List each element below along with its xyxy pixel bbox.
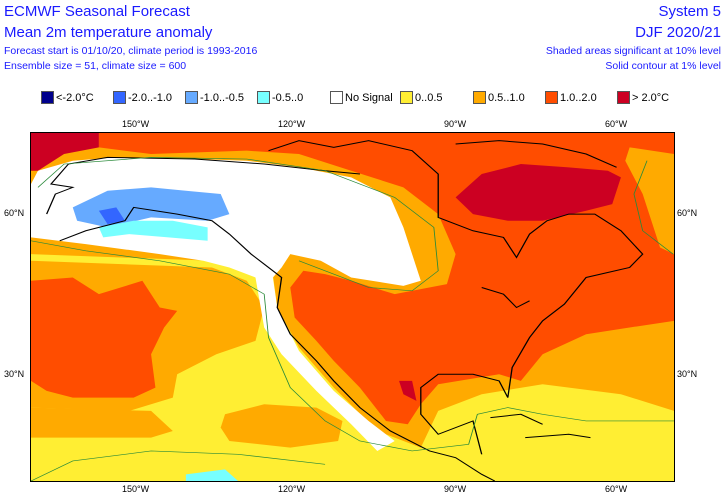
- chart-subtitle: Mean 2m temperature anomaly: [4, 24, 213, 41]
- legend-label: <-2.0°C: [56, 91, 94, 104]
- temperature-anomaly-map: [30, 132, 675, 482]
- forecast-info: Forecast start is 01/10/20, climate peri…: [4, 45, 258, 57]
- system-label: System 5: [658, 3, 721, 20]
- legend-swatch: [41, 91, 54, 104]
- significance-note: Shaded areas significant at 10% level: [545, 45, 721, 57]
- anomaly-above-2.0: [31, 133, 621, 401]
- legend-swatch: [545, 91, 558, 104]
- legend-swatch: [330, 91, 343, 104]
- legend-item: 0..0.5: [400, 91, 443, 104]
- lon-label-bottom: 120°W: [278, 484, 306, 494]
- legend-item: 1.0..2.0: [545, 91, 597, 104]
- coastlines: [46, 140, 644, 481]
- negative-anomalies-alaska: [72, 187, 239, 481]
- legend-label: 1.0..2.0: [560, 91, 597, 104]
- legend-swatch: [257, 91, 270, 104]
- legend-swatch: [185, 91, 198, 104]
- legend-swatch: [400, 91, 413, 104]
- legend-item: -0.5..0: [257, 91, 303, 104]
- legend-item: > 2.0°C: [617, 91, 669, 104]
- legend-label: -0.5..0: [272, 91, 304, 104]
- legend-label: 0.5..1.0: [488, 91, 525, 104]
- chart-title: ECMWF Seasonal Forecast: [4, 3, 190, 20]
- lat-label-left: 60°N: [4, 208, 25, 218]
- lon-label-top: 90°W: [444, 119, 467, 129]
- legend-label: No Signal: [345, 91, 393, 104]
- lat-label-right: 60°N: [677, 208, 698, 218]
- lon-label-bottom: 150°W: [122, 484, 150, 494]
- legend-swatch: [617, 91, 630, 104]
- lon-label-bottom: 90°W: [444, 484, 467, 494]
- legend-label: -2.0..-1.0: [128, 91, 173, 104]
- contour-note: Solid contour at 1% level: [605, 60, 721, 72]
- lon-label-bottom: 60°W: [605, 484, 628, 494]
- legend-item: -1.0..-0.5: [185, 91, 244, 104]
- lon-label-top: 120°W: [278, 119, 306, 129]
- legend-label: -1.0..-0.5: [200, 91, 245, 104]
- ensemble-info: Ensemble size = 51, climate size = 600: [4, 60, 187, 72]
- season-label: DJF 2020/21: [635, 24, 721, 41]
- lat-label-left: 30°N: [4, 369, 25, 379]
- legend-item: <-2.0°C: [41, 91, 94, 104]
- lon-label-top: 150°W: [122, 119, 150, 129]
- legend-item: 0.5..1.0: [473, 91, 525, 104]
- legend-swatch: [473, 91, 486, 104]
- legend-item: -2.0..-1.0: [113, 91, 172, 104]
- legend-label: > 2.0°C: [632, 91, 670, 104]
- significance-contours: [31, 157, 674, 481]
- legend-label: 0..0.5: [415, 91, 443, 104]
- legend: <-2.0°C -2.0..-1.0 -1.0..-0.5 -0.5..0 No…: [0, 91, 725, 109]
- legend-swatch: [113, 91, 126, 104]
- lat-label-right: 30°N: [677, 369, 698, 379]
- lon-label-top: 60°W: [605, 119, 628, 129]
- legend-item: No Signal: [330, 91, 393, 104]
